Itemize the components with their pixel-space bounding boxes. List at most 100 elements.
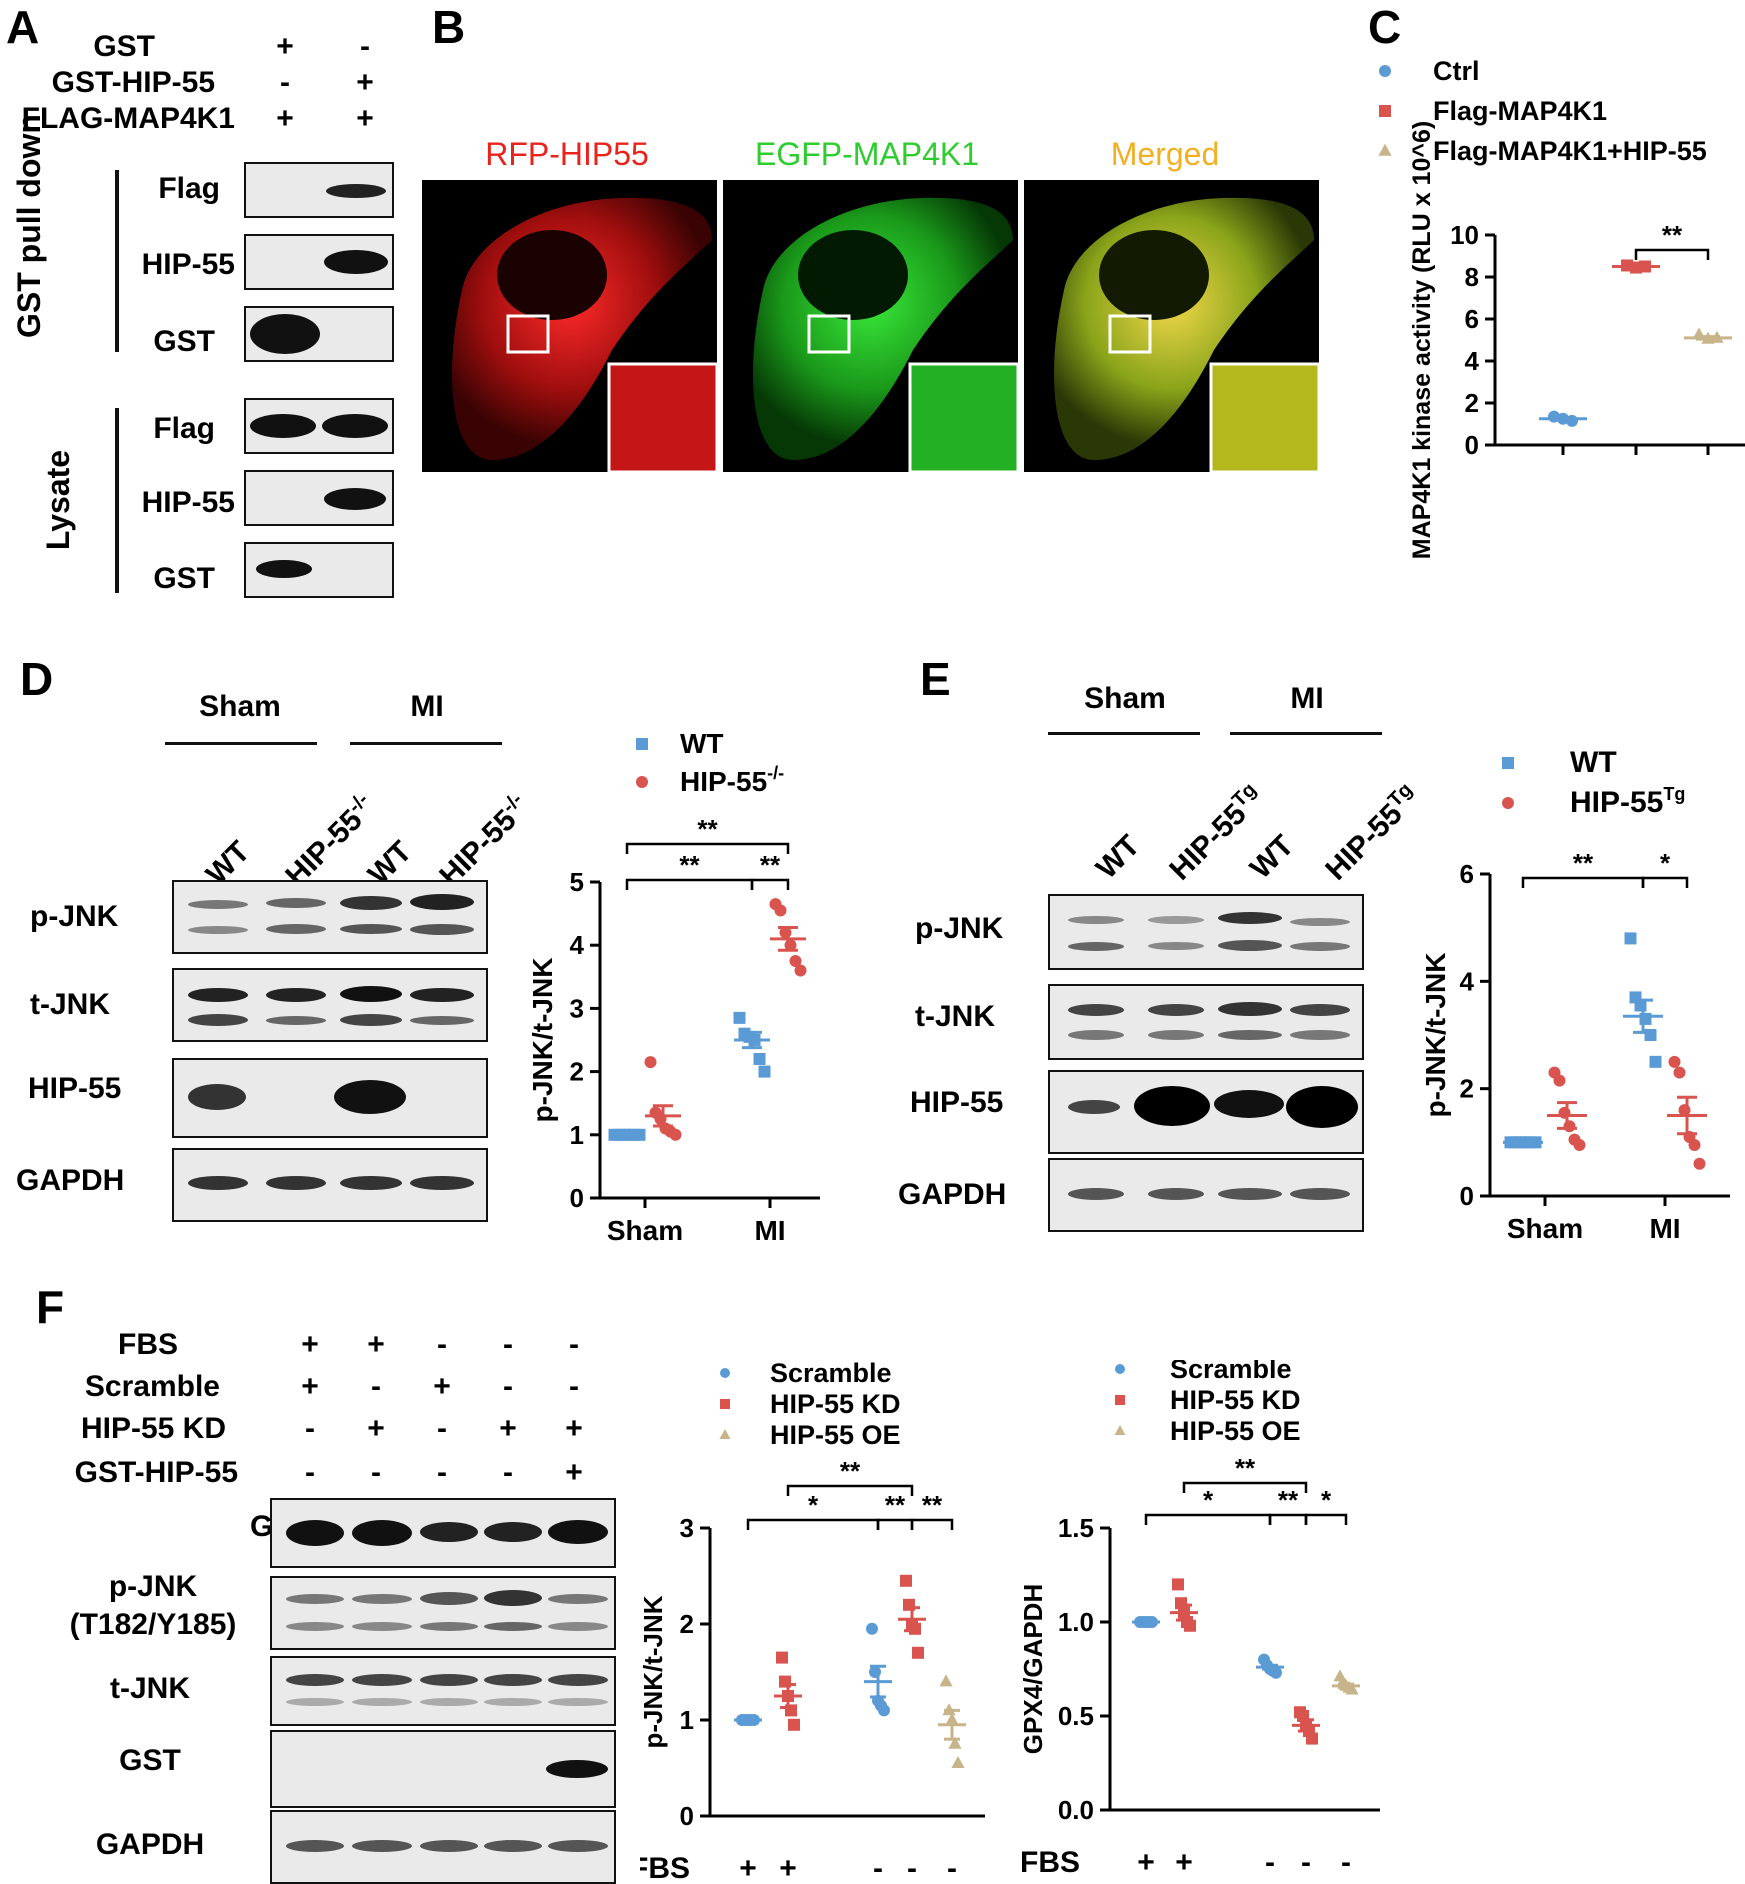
condition-mark: -: [371, 1456, 381, 1489]
data-point: [1553, 1074, 1566, 1087]
data-point: [788, 1718, 800, 1731]
x-row-mark: +: [1175, 1846, 1193, 1879]
y-tick-label: 0.5: [1058, 1701, 1094, 1731]
x-row-mark: +: [779, 1852, 797, 1883]
mark: -: [360, 30, 370, 63]
legend-label: Flag-MAP4K1: [1433, 96, 1607, 126]
group-underline: [165, 742, 317, 745]
blot-label: HIP-55: [28, 1072, 122, 1105]
significance-label: *: [1660, 848, 1671, 878]
x-row-mark: -: [947, 1852, 957, 1883]
data-point: [753, 1052, 766, 1065]
data-point: [1378, 143, 1392, 156]
data-point: [758, 1065, 771, 1078]
cond-label: GST-HIP-55: [51, 66, 215, 99]
data-point: [1563, 1120, 1576, 1133]
data-point: [1573, 1139, 1586, 1152]
significance-bracket: [1304, 1513, 1348, 1525]
significance-bracket: [1144, 1513, 1272, 1525]
significance-label: *: [1321, 1485, 1332, 1515]
data-point: [669, 1128, 682, 1141]
blot-label: p-JNK: [915, 912, 1004, 945]
blot-strip: [270, 1576, 616, 1650]
lane-label: WT: [1090, 829, 1147, 886]
legend-label: Scramble: [1170, 1360, 1292, 1384]
x-tick-label: MI: [1649, 1213, 1680, 1244]
y-tick-label: 0: [570, 1183, 584, 1213]
channel-label-merged: Merged: [1110, 136, 1220, 172]
data-point: [939, 1674, 953, 1687]
group-label-lysate: Lysate: [40, 449, 76, 551]
channel-label-egfp: EGFP-MAP4K1: [754, 136, 980, 172]
data-point: [1172, 1578, 1184, 1591]
data-point: [1558, 1106, 1571, 1119]
mark: -: [280, 66, 290, 99]
blot-strip: [244, 234, 394, 290]
data-point: [948, 1736, 962, 1749]
mark: +: [356, 66, 374, 99]
y-tick-label: 4: [1460, 966, 1475, 996]
condition-mark: +: [301, 1370, 319, 1403]
x-tick-label: Sham: [1507, 1213, 1583, 1244]
data-point: [1115, 1364, 1125, 1374]
condition-mark: +: [499, 1412, 517, 1445]
legend-label: HIP-55 OE: [770, 1420, 901, 1450]
blot-strip: [244, 306, 394, 362]
micrograph-egfp: [723, 180, 1018, 472]
blot-strip: [244, 542, 394, 598]
micrograph-merged: [1024, 180, 1319, 472]
significance-bracket: [625, 842, 790, 854]
panel-label-b: B: [432, 1, 466, 53]
condition-mark: -: [569, 1370, 579, 1403]
blot-strip: [172, 1148, 488, 1222]
x-tick-label: MI: [754, 1215, 785, 1246]
chart-d: 0 1 2 3 4 5 p-JNK/t-JNK Sham MI WT HIP-55-/- ** ** **: [530, 730, 820, 1246]
data-point: [900, 1574, 912, 1587]
blot-strip: [1048, 984, 1364, 1060]
y-tick-label: 0: [1465, 430, 1479, 460]
panel-label-e: E: [920, 653, 951, 705]
significance-bracket: [876, 1518, 914, 1530]
group-label-pulldown: GST pull down: [11, 114, 47, 338]
y-tick-label: 3: [680, 1513, 694, 1543]
blot-label: t-JNK: [30, 988, 110, 1021]
y-tick-label: 10: [1450, 220, 1479, 250]
mark: +: [276, 102, 294, 135]
y-tick-label: 6: [1465, 304, 1479, 334]
condition-mark: -: [503, 1456, 513, 1489]
data-point: [1114, 1425, 1126, 1435]
data-point: [1502, 797, 1514, 809]
group-bracket: [115, 170, 119, 352]
data-point: [774, 904, 787, 917]
significance-bracket: [1634, 248, 1710, 260]
cond-label: FBS: [118, 1328, 178, 1361]
data-point: [720, 1399, 730, 1409]
y-tick-label: 5: [570, 867, 584, 897]
data-point: [636, 738, 648, 750]
y-axis-label: p-JNK/t-JNK: [530, 958, 558, 1123]
y-tick-label: 1: [570, 1120, 584, 1150]
blot-strip: [1048, 894, 1364, 970]
significance-label: **: [1662, 220, 1683, 250]
y-tick-label: 1.5: [1058, 1513, 1094, 1543]
condition-mark: -: [503, 1370, 513, 1403]
legend-label: Ctrl: [1433, 56, 1480, 86]
data-point: [1115, 1395, 1125, 1405]
y-tick-label: 2: [1460, 1074, 1474, 1104]
condition-mark: -: [371, 1370, 381, 1403]
data-point: [1624, 932, 1637, 945]
significance-bracket: [1268, 1513, 1308, 1525]
lane-label: HIP-55-/-: [433, 788, 527, 893]
y-axis-label: MAP4K1 kinase activity (RLU x 10^6): [1408, 121, 1436, 559]
legend-label: HIP-55Tg: [1570, 784, 1685, 819]
blot-label: GAPDH: [95, 1828, 205, 1861]
significance-label: **: [679, 850, 700, 880]
blot-strip: [270, 1498, 616, 1568]
blot-label: p-JNK: [30, 900, 119, 933]
blot-label: HIP-55: [141, 486, 235, 519]
blot-strip: [270, 1656, 616, 1726]
data-point: [789, 955, 802, 967]
condition-mark: +: [367, 1328, 385, 1361]
